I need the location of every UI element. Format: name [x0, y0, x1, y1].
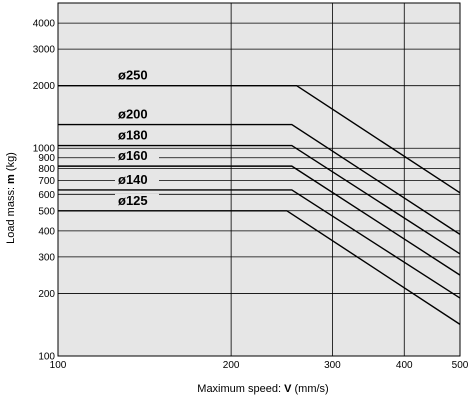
y-tick-label-100: 100 — [38, 352, 55, 363]
series-label-0: ø250 — [118, 68, 148, 83]
x-tick-label-300: 300 — [324, 360, 341, 371]
y-axis-label: Load mass: m (kg) — [5, 152, 17, 244]
y-tick-label-300: 300 — [38, 252, 55, 263]
series-label-bg-3 — [115, 149, 159, 164]
series-label-bg-1 — [115, 107, 159, 122]
x-tick-label-500: 500 — [452, 360, 468, 371]
x-tick-label-100: 100 — [50, 360, 67, 371]
x-tick-label-200: 200 — [223, 360, 240, 371]
series-label-4: ø140 — [118, 172, 148, 187]
series-label-bg-0 — [115, 68, 159, 83]
y-tick-label-400: 400 — [38, 226, 55, 237]
series-label-3: ø160 — [118, 148, 148, 163]
series-label-5: ø125 — [118, 193, 148, 208]
y-tick-label-800: 800 — [38, 164, 55, 175]
y-tick-label-1000: 1000 — [33, 144, 56, 155]
series-line-4 — [58, 189, 461, 299]
y-tick-label-200: 200 — [38, 289, 55, 300]
y-tick-label-900: 900 — [38, 153, 55, 164]
series-line-3 — [58, 165, 461, 276]
x-axis-label: Maximum speed: V (mm/s) — [197, 383, 328, 395]
series-line-2 — [58, 144, 461, 255]
series-line-5 — [58, 210, 461, 325]
y-tick-label-600: 600 — [38, 190, 55, 201]
y-tick-label-500: 500 — [38, 206, 55, 217]
series-line-1 — [58, 123, 461, 235]
y-tick-label-2000: 2000 — [33, 81, 56, 92]
y-tick-label-700: 700 — [38, 176, 55, 187]
series-label-bg-4 — [115, 172, 159, 187]
y-tick-label-4000: 4000 — [33, 19, 56, 30]
plot-frame — [57, 2, 461, 357]
series-line-0 — [58, 84, 461, 194]
series-label-1: ø200 — [118, 107, 148, 122]
x-tick-label-400: 400 — [396, 360, 413, 371]
series-label-2: ø180 — [118, 128, 148, 143]
y-tick-label-3000: 3000 — [33, 45, 56, 56]
series-label-bg-5 — [115, 193, 159, 208]
series-label-bg-2 — [115, 128, 159, 143]
